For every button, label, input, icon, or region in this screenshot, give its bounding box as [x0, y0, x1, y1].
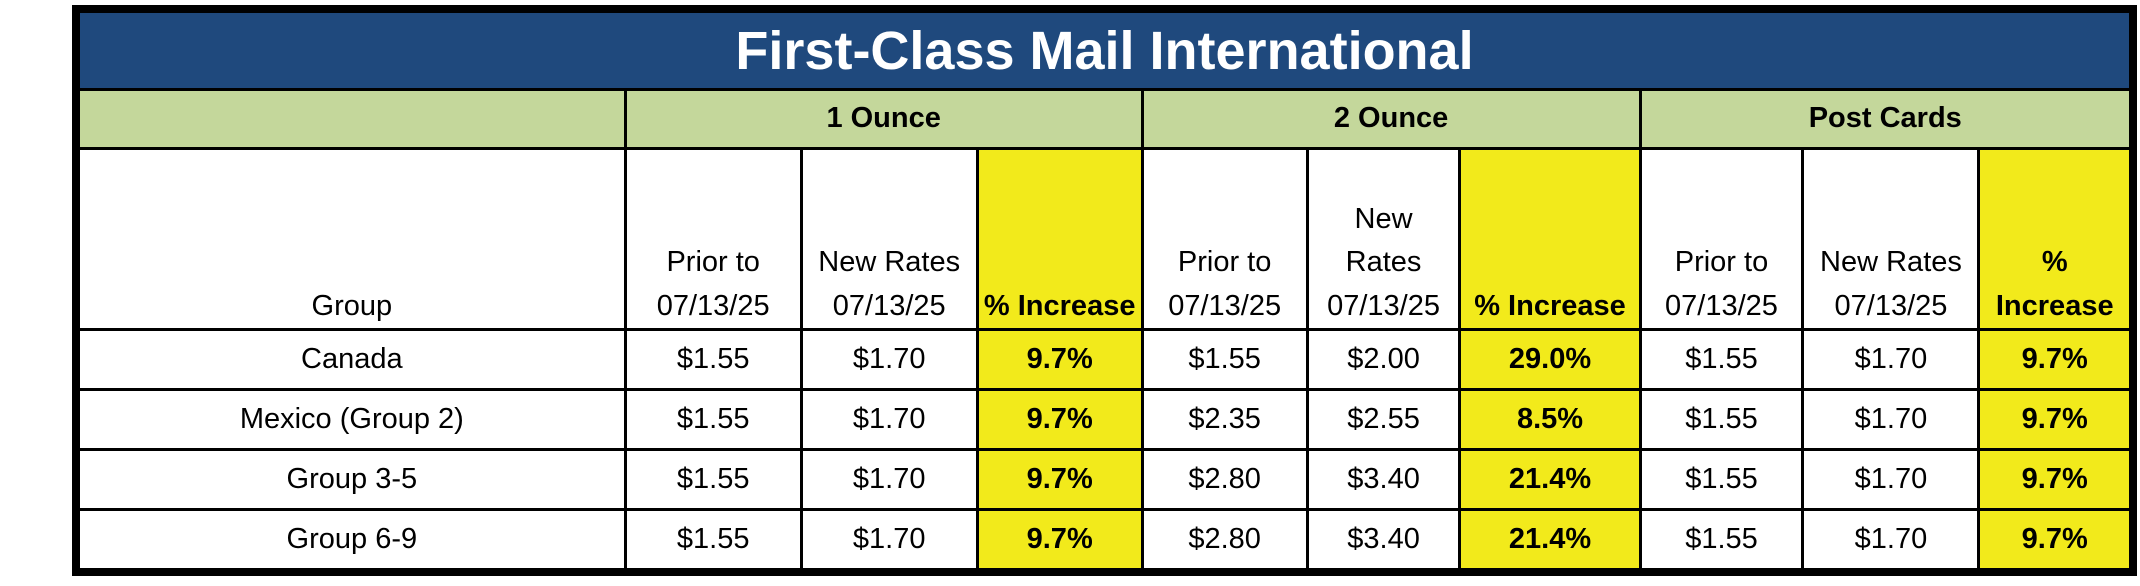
- cell-one-pct: 9.7%: [975, 448, 1144, 511]
- rates-table: First-Class Mail International 1 Ounce 2…: [72, 5, 2137, 576]
- cell-two-pct: 21.4%: [1458, 448, 1642, 511]
- cell-one-new: $1.70: [799, 388, 979, 451]
- cell-pc-pct: 9.7%: [1977, 388, 2135, 451]
- cell-pc-prior: $1.55: [1638, 508, 1805, 574]
- header-prior-line2: 07/13/25: [1665, 289, 1778, 322]
- cell-group: Mexico (Group 2): [74, 388, 627, 451]
- cell-two-prior: $1.55: [1140, 328, 1309, 391]
- header-one-new: New Rates 07/13/25: [799, 147, 979, 331]
- cell-two-prior: $2.35: [1140, 388, 1309, 451]
- cell-pc-new: $1.70: [1801, 448, 1981, 511]
- cell-pc-new: $1.70: [1801, 508, 1981, 574]
- table-row-group-3-5: Group 3-5 $1.55 $1.70 9.7% $2.80 $3.40 2…: [74, 448, 2135, 511]
- header-pc-new: New Rates 07/13/25: [1801, 147, 1981, 331]
- cell-one-prior: $1.55: [623, 448, 803, 511]
- header-one-pct: % Increase: [975, 147, 1144, 331]
- header-pc-prior: Prior to 07/13/25: [1638, 147, 1805, 331]
- cell-group: Group 3-5: [74, 448, 627, 511]
- cell-two-prior: $2.80: [1140, 508, 1309, 574]
- cell-pc-new: $1.70: [1801, 388, 1981, 451]
- header-new-line2: 07/13/25: [832, 289, 946, 322]
- header-two-pct: % Increase: [1458, 147, 1642, 331]
- header-new-line1: New Rates: [818, 246, 961, 278]
- header-prior-line1: Prior to: [666, 246, 760, 278]
- cell-one-pct: 9.7%: [975, 508, 1144, 574]
- header-new-line1: New: [1354, 202, 1413, 235]
- cell-two-pct: 8.5%: [1458, 388, 1642, 451]
- header-new-line1: New Rates: [1820, 246, 1962, 278]
- column-group-post-cards: Post Cards: [1638, 88, 2135, 150]
- header-pc-pct: % Increase: [1977, 147, 2135, 331]
- table-row-group-6-9: Group 6-9 $1.55 $1.70 9.7% $2.80 $3.40 2…: [74, 508, 2135, 574]
- header-new-line2: 07/13/25: [1834, 289, 1948, 322]
- cell-one-new: $1.70: [799, 508, 979, 574]
- header-pct-line2: Increase: [1995, 289, 2114, 322]
- cell-one-prior: $1.55: [623, 388, 803, 451]
- header-group-label: Group: [311, 289, 393, 322]
- table-row-canada: Canada $1.55 $1.70 9.7% $1.55 $2.00 29.0…: [74, 328, 2135, 391]
- cell-two-pct: 21.4%: [1458, 508, 1642, 574]
- cell-one-prior: $1.55: [623, 508, 803, 574]
- header-prior-line2: 07/13/25: [1168, 289, 1282, 322]
- header-two-new: New Rates 07/13/25: [1305, 147, 1462, 331]
- column-header-row: Group Prior to 07/13/25 New Rates 07/13/…: [74, 147, 2135, 331]
- header-group: Group: [74, 147, 627, 331]
- cell-one-prior: $1.55: [623, 328, 803, 391]
- cell-pc-pct: 9.7%: [1977, 448, 2135, 511]
- cell-pc-prior: $1.55: [1638, 328, 1805, 391]
- column-group-2-ounce: 2 Ounce: [1140, 88, 1642, 150]
- header-prior-line1: Prior to: [1674, 246, 1769, 278]
- header-one-prior: Prior to 07/13/25: [623, 147, 803, 331]
- table-row-mexico: Mexico (Group 2) $1.55 $1.70 9.7% $2.35 …: [74, 388, 2135, 451]
- header-pct-label: % Increase: [983, 289, 1136, 322]
- header-pct-label: % Increase: [1474, 289, 1626, 322]
- cell-pc-prior: $1.55: [1638, 388, 1805, 451]
- header-prior-line1: Prior to: [1177, 246, 1272, 278]
- rates-table-container: First-Class Mail International 1 Ounce 2…: [72, 5, 2137, 576]
- header-new-line3: 07/13/25: [1327, 289, 1440, 322]
- cell-one-new: $1.70: [799, 448, 979, 511]
- cell-one-pct: 9.7%: [975, 388, 1144, 451]
- header-new-line2: Rates: [1345, 246, 1422, 278]
- cell-one-pct: 9.7%: [975, 328, 1144, 391]
- column-group-blank: [74, 88, 627, 150]
- column-group-1-ounce: 1 Ounce: [623, 88, 1144, 150]
- table-title: First-Class Mail International: [74, 7, 2135, 91]
- cell-pc-new: $1.70: [1801, 328, 1981, 391]
- cell-two-new: $2.00: [1305, 328, 1462, 391]
- cell-two-new: $3.40: [1305, 448, 1462, 511]
- cell-one-new: $1.70: [799, 328, 979, 391]
- cell-pc-pct: 9.7%: [1977, 328, 2135, 391]
- cell-two-prior: $2.80: [1140, 448, 1309, 511]
- cell-pc-prior: $1.55: [1638, 448, 1805, 511]
- header-pct-line1: %: [2041, 246, 2068, 278]
- title-row: First-Class Mail International: [74, 7, 2135, 91]
- header-two-prior: Prior to 07/13/25: [1140, 147, 1309, 331]
- header-prior-line2: 07/13/25: [656, 289, 770, 322]
- cell-two-pct: 29.0%: [1458, 328, 1642, 391]
- cell-two-new: $2.55: [1305, 388, 1462, 451]
- cell-group: Group 6-9: [74, 508, 627, 574]
- column-group-row: 1 Ounce 2 Ounce Post Cards: [74, 88, 2135, 150]
- cell-pc-pct: 9.7%: [1977, 508, 2135, 574]
- cell-group: Canada: [74, 328, 627, 391]
- cell-two-new: $3.40: [1305, 508, 1462, 574]
